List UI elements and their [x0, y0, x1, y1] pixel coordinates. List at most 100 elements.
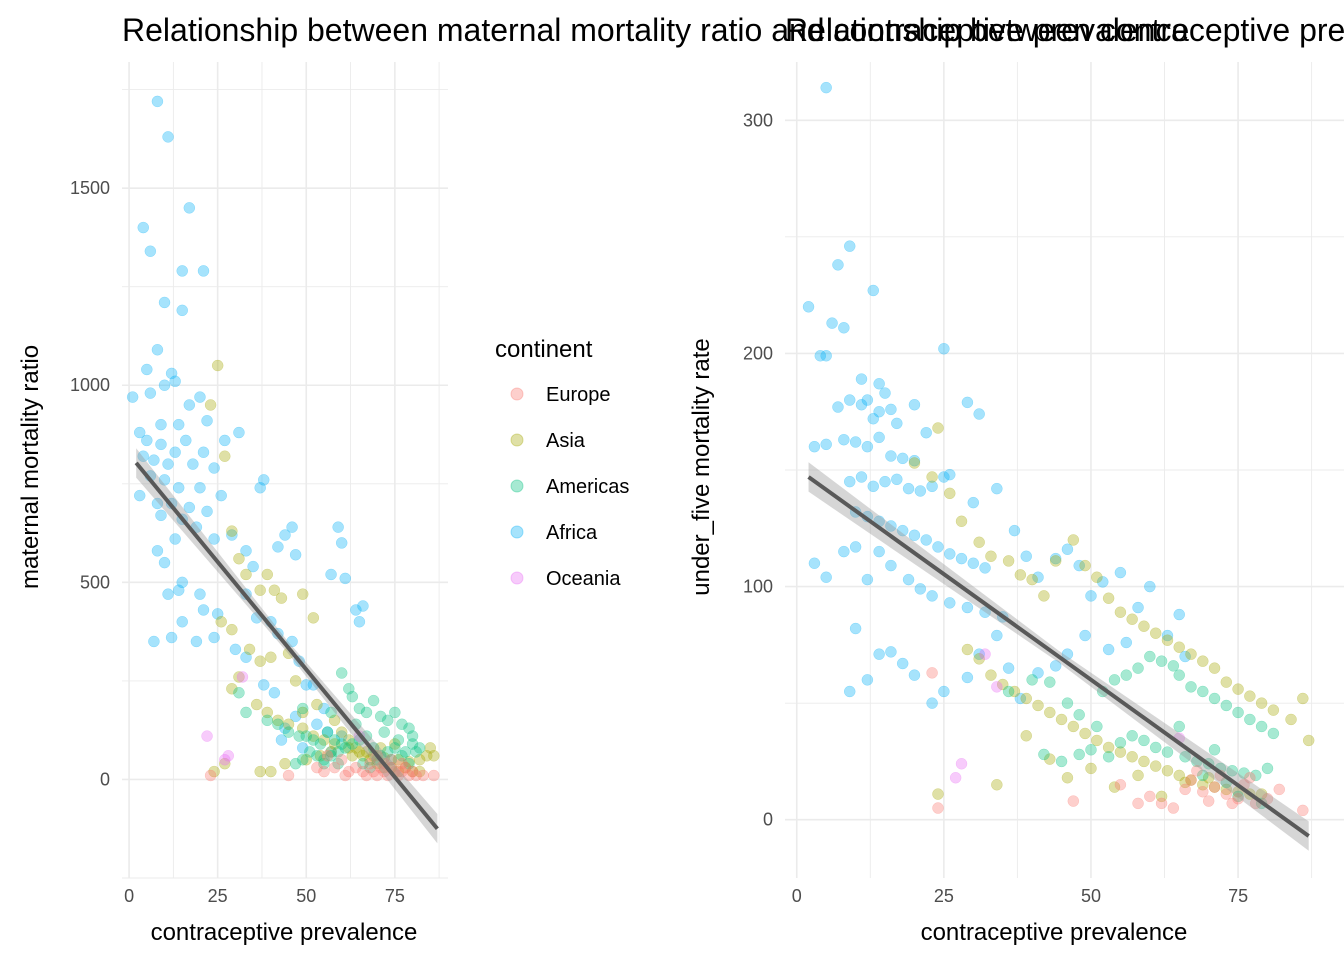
- data-point-asia: [289, 675, 302, 687]
- data-point-africa: [920, 534, 932, 546]
- data-point-europe: [1114, 778, 1127, 791]
- data-point-asia: [985, 550, 997, 563]
- data-point-africa: [289, 549, 302, 561]
- data-point-asia: [1149, 627, 1162, 639]
- data-point-asia: [265, 765, 277, 778]
- data-point-africa: [350, 604, 362, 616]
- data-point-europe: [339, 769, 351, 782]
- data-point-africa: [961, 396, 974, 409]
- data-point-asia: [1114, 746, 1127, 758]
- data-point-africa: [1032, 571, 1044, 583]
- x-tick-label: 25: [208, 886, 228, 906]
- data-point-africa: [162, 588, 174, 600]
- data-point-asia: [219, 757, 231, 770]
- data-point-africa: [1061, 543, 1074, 556]
- data-point-asia: [275, 592, 288, 604]
- data-point-africa: [169, 533, 181, 545]
- data-point-africa: [938, 685, 950, 698]
- data-point-asia: [307, 612, 320, 624]
- y-tick-label: 100: [743, 577, 773, 597]
- data-point-europe: [321, 750, 334, 762]
- data-point-americas: [399, 746, 412, 758]
- data-point-asia: [1197, 655, 1209, 667]
- data-point-americas: [1267, 727, 1280, 740]
- data-point-africa: [820, 571, 832, 583]
- data-point-americas: [1126, 730, 1138, 742]
- data-point-africa: [155, 418, 167, 431]
- data-point-africa: [908, 454, 921, 467]
- data-point-americas: [1073, 709, 1085, 721]
- data-point-africa: [885, 520, 897, 532]
- data-point-americas: [1238, 767, 1250, 779]
- data-point-africa: [229, 643, 242, 656]
- data-point-africa: [896, 452, 909, 465]
- data-point-africa: [272, 541, 284, 553]
- data-point-americas: [296, 702, 309, 715]
- data-point-asia: [254, 655, 266, 667]
- legend-key-asia: [510, 433, 524, 447]
- data-point-americas: [360, 706, 373, 719]
- data-point-asia: [1149, 760, 1162, 772]
- data-point-asia: [1173, 641, 1185, 653]
- legend-label-europe: Europe: [546, 384, 611, 406]
- data-point-asia: [353, 746, 366, 758]
- data-point-asia: [1014, 569, 1027, 581]
- data-point-africa: [885, 450, 897, 462]
- trend-line: [807, 475, 1310, 838]
- data-point-africa: [137, 450, 150, 462]
- data-point-africa: [814, 350, 827, 362]
- data-point-asia: [1267, 704, 1280, 716]
- data-point-americas: [392, 734, 405, 746]
- data-point-africa: [332, 521, 344, 533]
- data-point-europe: [410, 769, 422, 782]
- data-point-africa: [158, 296, 171, 309]
- data-point-africa: [165, 631, 178, 644]
- x-tick-label: 50: [1081, 886, 1101, 906]
- data-point-africa: [279, 722, 291, 734]
- data-point-asia: [343, 734, 355, 746]
- data-point-americas: [1061, 697, 1074, 709]
- data-point-africa: [257, 679, 270, 691]
- data-point-asia: [420, 750, 433, 762]
- data-point-americas: [1044, 676, 1056, 688]
- data-point-africa: [861, 394, 874, 406]
- data-point-asia: [300, 753, 313, 766]
- data-point-americas: [325, 750, 337, 762]
- data-point-africa: [162, 458, 174, 470]
- data-point-africa: [1102, 643, 1115, 656]
- data-point-asia: [1055, 713, 1068, 726]
- data-point-africa: [148, 454, 160, 466]
- data-point-asia: [357, 750, 369, 762]
- data-point-africa: [197, 604, 210, 616]
- data-point-africa: [873, 377, 885, 390]
- data-point-americas: [1002, 685, 1015, 698]
- data-point-europe: [311, 761, 323, 774]
- data-point-asia: [1108, 781, 1121, 793]
- data-point-asia: [233, 671, 245, 683]
- data-point-asia: [204, 399, 217, 411]
- data-point-africa: [1179, 650, 1191, 663]
- grid-lines: [785, 62, 1344, 878]
- data-point-asia: [226, 683, 238, 695]
- data-point-africa: [151, 545, 164, 557]
- data-point-americas: [1132, 662, 1144, 674]
- data-point-asia: [1102, 741, 1115, 754]
- data-point-asia: [1044, 753, 1056, 765]
- data-point-asia: [254, 584, 266, 596]
- data-point-americas: [289, 757, 302, 770]
- data-point-europe: [396, 757, 408, 770]
- data-point-asia: [1008, 685, 1021, 698]
- data-point-asia: [240, 568, 252, 581]
- data-point-africa: [832, 401, 844, 413]
- data-point-americas: [282, 726, 295, 738]
- data-point-asia: [307, 730, 320, 742]
- data-point-africa: [201, 414, 213, 427]
- data-point-asia: [346, 750, 359, 762]
- legend-key-europe: [510, 387, 524, 401]
- data-point-africa: [180, 434, 192, 447]
- data-point-africa: [1073, 559, 1085, 572]
- data-point-africa: [133, 426, 146, 439]
- data-point-africa: [861, 440, 874, 453]
- data-point-europe: [406, 765, 419, 778]
- data-point-africa: [240, 545, 252, 557]
